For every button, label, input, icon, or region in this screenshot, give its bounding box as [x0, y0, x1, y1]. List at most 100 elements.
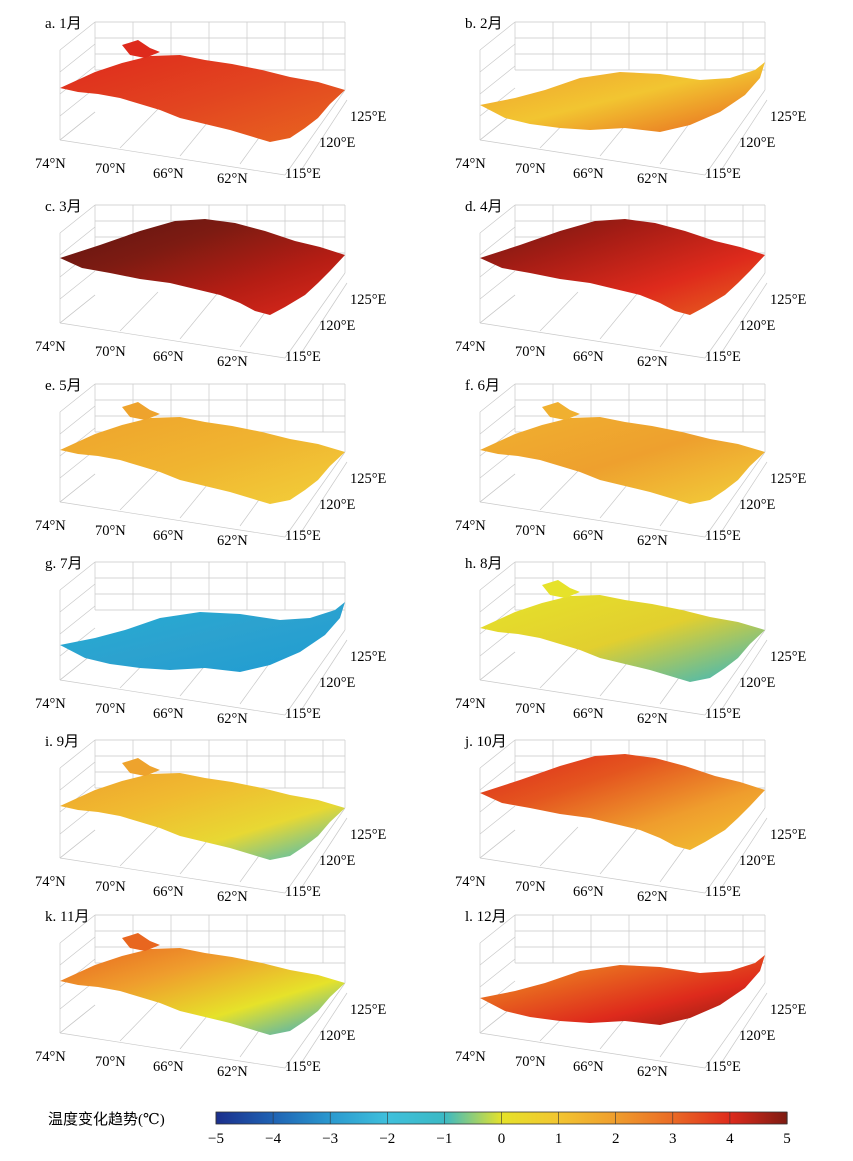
panel-title: i. 9月: [45, 734, 79, 750]
lat-tick-label: 66°N: [573, 706, 604, 722]
lon-tick-label: 125°E: [350, 471, 387, 487]
trend-surface-tip: [542, 580, 580, 598]
panel-title: b. 2月: [465, 16, 503, 32]
lon-tick-label: 115°E: [285, 166, 321, 182]
lon-tick-label: 115°E: [285, 884, 321, 900]
trend-surface: [480, 754, 765, 850]
lat-tick-label: 62°N: [217, 711, 248, 727]
lon-tick-label: 115°E: [285, 349, 321, 365]
lon-tick-label: 125°E: [350, 827, 387, 843]
lon-tick-label: 125°E: [350, 1002, 387, 1018]
colorbar-segment: [216, 1112, 274, 1124]
colorbar-tick-label: 2: [612, 1131, 620, 1147]
lon-tick-label: 125°E: [770, 649, 807, 665]
panel-8: h. 8月 74°N 70°N 66°N 62°N 115°E 120°E 125°E: [455, 556, 807, 727]
lon-tick-label: 115°E: [285, 706, 321, 722]
lon-tick-label: 120°E: [319, 318, 356, 334]
lat-tick-label: 66°N: [153, 528, 184, 544]
trend-surface: [480, 219, 765, 315]
lat-tick-label: 70°N: [95, 701, 126, 717]
lon-tick-label: 120°E: [739, 1028, 776, 1044]
lon-tick-label: 125°E: [770, 109, 807, 125]
panel-7: g. 7月 74°N 70°N 66°N 62°N 115°E 120°E 125°E: [35, 556, 387, 727]
colorbar-segment: [729, 1112, 788, 1124]
colorbar-segment: [444, 1112, 503, 1124]
lat-tick-label: 66°N: [153, 706, 184, 722]
lon-tick-label: 115°E: [705, 706, 741, 722]
panel-5: e. 5月 74°N 70°N 66°N 62°N 115°E 120°E 125°E: [35, 378, 387, 549]
lat-tick-label: 74°N: [35, 518, 66, 534]
colorbar-tick-label: 3: [669, 1131, 677, 1147]
panel-title: f. 6月: [465, 378, 500, 394]
lat-tick-label: 62°N: [637, 354, 668, 370]
lat-tick-label: 70°N: [515, 879, 546, 895]
lon-tick-label: 120°E: [739, 497, 776, 513]
lat-tick-label: 66°N: [153, 349, 184, 365]
lon-tick-label: 120°E: [739, 853, 776, 869]
trend-surface-tip: [542, 402, 580, 420]
trend-surface-tip: [122, 40, 160, 58]
colorbar-segment: [273, 1112, 331, 1124]
colorbar-tick-label: −3: [322, 1131, 338, 1147]
lon-tick-label: 120°E: [319, 497, 356, 513]
trend-surface: [60, 219, 345, 315]
lon-tick-label: 125°E: [770, 827, 807, 843]
lat-tick-label: 70°N: [95, 879, 126, 895]
trend-surface-tip: [122, 933, 160, 951]
lat-tick-label: 70°N: [515, 161, 546, 177]
panel-grid: [59, 561, 348, 716]
trend-surface: [60, 773, 345, 860]
lat-tick-label: 62°N: [637, 1064, 668, 1080]
panel-2: b. 2月 74°N 70°N 66°N 62°N 115°E 120°E 125°E: [455, 16, 807, 187]
lat-tick-label: 66°N: [573, 884, 604, 900]
lon-tick-label: 120°E: [319, 135, 356, 151]
lat-tick-label: 62°N: [217, 889, 248, 905]
lat-tick-label: 74°N: [455, 874, 486, 890]
colorbar-tick-label: −1: [436, 1131, 452, 1147]
lat-tick-label: 66°N: [153, 1059, 184, 1075]
trend-surface: [60, 417, 345, 504]
lon-tick-label: 125°E: [770, 292, 807, 308]
colorbar-segment: [558, 1112, 617, 1124]
colorbar-tick-label: −4: [265, 1131, 281, 1147]
trend-surface: [480, 417, 765, 504]
panel-title: a. 1月: [45, 16, 82, 32]
trend-surface: [60, 55, 345, 142]
panel-1: a. 1月 74°N 70°N 66°N 62°N 115°E 120°E 125°E: [35, 16, 387, 187]
lat-tick-label: 70°N: [95, 161, 126, 177]
lat-tick-label: 74°N: [35, 339, 66, 355]
panel-title: j. 10月: [464, 734, 507, 750]
panel-grid: [479, 21, 768, 176]
lat-tick-label: 62°N: [637, 171, 668, 187]
lon-tick-label: 120°E: [739, 675, 776, 691]
lon-tick-label: 115°E: [705, 528, 741, 544]
lat-tick-label: 62°N: [217, 1064, 248, 1080]
lat-tick-label: 66°N: [573, 528, 604, 544]
panel-title: c. 3月: [45, 199, 82, 215]
lat-tick-label: 62°N: [217, 354, 248, 370]
lat-tick-label: 66°N: [573, 166, 604, 182]
panel-title: k. 11月: [45, 909, 89, 925]
panel-6: f. 6月 74°N 70°N 66°N 62°N 115°E 120°E 125°E: [455, 378, 807, 549]
panel-title: g. 7月: [45, 556, 83, 572]
lat-tick-label: 62°N: [637, 711, 668, 727]
lat-tick-label: 74°N: [455, 696, 486, 712]
colorbar-segment: [330, 1112, 388, 1124]
lat-tick-label: 74°N: [35, 874, 66, 890]
lat-tick-label: 62°N: [217, 533, 248, 549]
colorbar-tick-label: 0: [498, 1131, 506, 1147]
colorbar-segment: [672, 1112, 731, 1124]
colorbar: 温度变化趋势(℃) −5 −4 −3 −2 −1 0 1 2 3 4 5: [48, 1111, 791, 1147]
lat-tick-label: 66°N: [153, 884, 184, 900]
lon-tick-label: 120°E: [739, 318, 776, 334]
lat-tick-label: 70°N: [515, 523, 546, 539]
lat-tick-label: 70°N: [95, 344, 126, 360]
lat-tick-label: 62°N: [637, 533, 668, 549]
lat-tick-label: 62°N: [217, 171, 248, 187]
lon-tick-label: 125°E: [770, 471, 807, 487]
lat-tick-label: 74°N: [455, 1049, 486, 1065]
lat-tick-label: 66°N: [153, 166, 184, 182]
trend-surface-tip: [122, 758, 160, 776]
panel-title: e. 5月: [45, 378, 82, 394]
